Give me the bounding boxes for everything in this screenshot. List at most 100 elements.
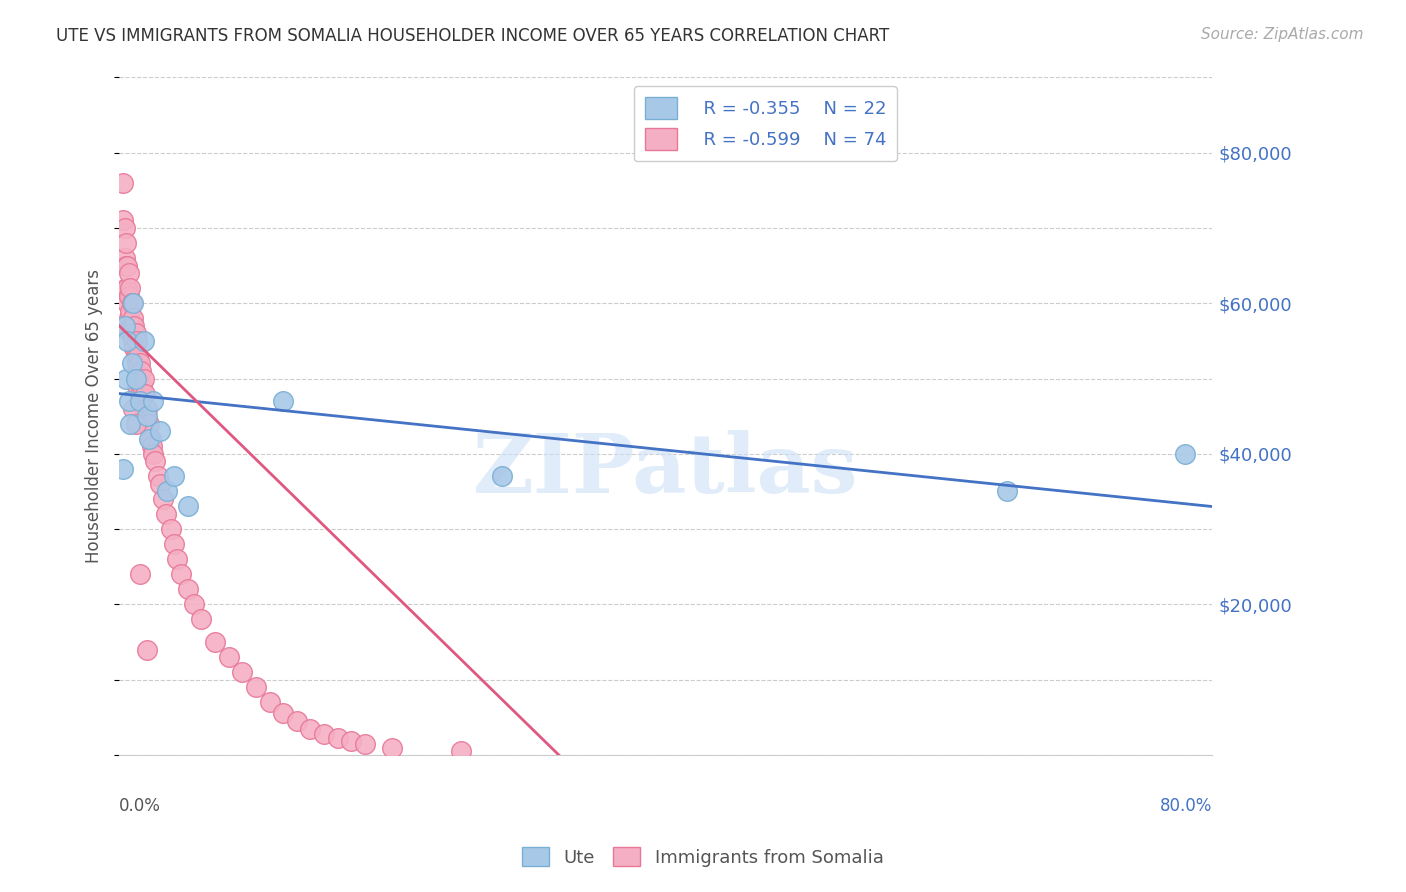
Point xyxy=(271,706,294,721)
Point xyxy=(271,394,294,409)
Point xyxy=(146,469,169,483)
Point xyxy=(132,401,155,416)
Point xyxy=(118,289,141,303)
Point xyxy=(340,734,363,748)
Point xyxy=(118,266,141,280)
Point xyxy=(1174,447,1197,461)
Point xyxy=(143,454,166,468)
Point xyxy=(121,296,143,310)
Point xyxy=(163,537,186,551)
Point xyxy=(135,417,157,431)
Point xyxy=(149,424,172,438)
Point xyxy=(122,334,145,348)
Legend: Ute, Immigrants from Somalia: Ute, Immigrants from Somalia xyxy=(515,840,891,874)
Point xyxy=(285,714,308,728)
Point xyxy=(114,251,136,265)
Point xyxy=(160,522,183,536)
Point xyxy=(127,371,149,385)
Point xyxy=(128,567,150,582)
Point xyxy=(129,394,152,409)
Point xyxy=(129,364,152,378)
Point xyxy=(112,462,135,476)
Point xyxy=(139,432,162,446)
Point xyxy=(125,356,148,370)
Point xyxy=(245,680,267,694)
Point xyxy=(176,582,198,597)
Point xyxy=(231,665,253,679)
Point xyxy=(122,296,145,310)
Point xyxy=(125,379,148,393)
Point xyxy=(132,334,155,348)
Point xyxy=(124,371,146,385)
Point xyxy=(125,334,148,348)
Point xyxy=(170,567,193,582)
Point xyxy=(127,349,149,363)
Point xyxy=(128,386,150,401)
Point xyxy=(117,259,139,273)
Point xyxy=(138,417,160,431)
Point xyxy=(141,439,163,453)
Text: 80.0%: 80.0% xyxy=(1160,797,1212,814)
Point xyxy=(114,221,136,235)
Point xyxy=(135,401,157,416)
Point xyxy=(138,432,160,446)
Point xyxy=(155,507,177,521)
Point xyxy=(190,612,212,626)
Point xyxy=(142,447,165,461)
Point xyxy=(134,386,156,401)
Point xyxy=(995,484,1018,499)
Point xyxy=(149,477,172,491)
Point xyxy=(124,417,146,431)
Point xyxy=(121,318,143,333)
Text: UTE VS IMMIGRANTS FROM SOMALIA HOUSEHOLDER INCOME OVER 65 YEARS CORRELATION CHAR: UTE VS IMMIGRANTS FROM SOMALIA HOUSEHOLD… xyxy=(56,27,890,45)
Point xyxy=(135,409,157,424)
Point xyxy=(122,311,145,326)
Legend:   R = -0.355    N = 22,   R = -0.599    N = 74: R = -0.355 N = 22, R = -0.599 N = 74 xyxy=(634,87,897,161)
Point xyxy=(115,235,138,250)
Point xyxy=(115,281,138,295)
Point xyxy=(121,356,143,370)
Point xyxy=(117,334,139,348)
Point xyxy=(120,281,142,295)
Point xyxy=(120,417,142,431)
Point xyxy=(183,598,205,612)
Text: Source: ZipAtlas.com: Source: ZipAtlas.com xyxy=(1201,27,1364,42)
Point xyxy=(117,296,139,310)
Point xyxy=(152,491,174,506)
Point xyxy=(124,326,146,341)
Point xyxy=(117,281,139,295)
Point xyxy=(131,379,153,393)
Text: 0.0%: 0.0% xyxy=(120,797,162,814)
Point xyxy=(176,500,198,514)
Point xyxy=(124,342,146,356)
Point xyxy=(166,552,188,566)
Point xyxy=(124,371,146,385)
Point xyxy=(115,259,138,273)
Point xyxy=(120,303,142,318)
Point xyxy=(354,737,377,751)
Point xyxy=(112,213,135,227)
Point xyxy=(135,642,157,657)
Point xyxy=(142,394,165,409)
Point xyxy=(491,469,513,483)
Point xyxy=(124,318,146,333)
Point xyxy=(118,394,141,409)
Point xyxy=(314,727,336,741)
Point xyxy=(124,349,146,363)
Point xyxy=(115,371,138,385)
Y-axis label: Householder Income Over 65 years: Householder Income Over 65 years xyxy=(86,269,103,563)
Point xyxy=(112,176,135,190)
Text: ZIPatlas: ZIPatlas xyxy=(472,430,858,510)
Point xyxy=(114,318,136,333)
Point xyxy=(120,326,142,341)
Point xyxy=(132,371,155,385)
Point xyxy=(128,394,150,409)
Point xyxy=(326,731,349,746)
Point xyxy=(163,469,186,483)
Point xyxy=(450,744,472,758)
Point xyxy=(259,695,281,709)
Point xyxy=(299,722,322,736)
Point xyxy=(381,741,404,756)
Point xyxy=(218,650,240,665)
Point xyxy=(204,635,226,649)
